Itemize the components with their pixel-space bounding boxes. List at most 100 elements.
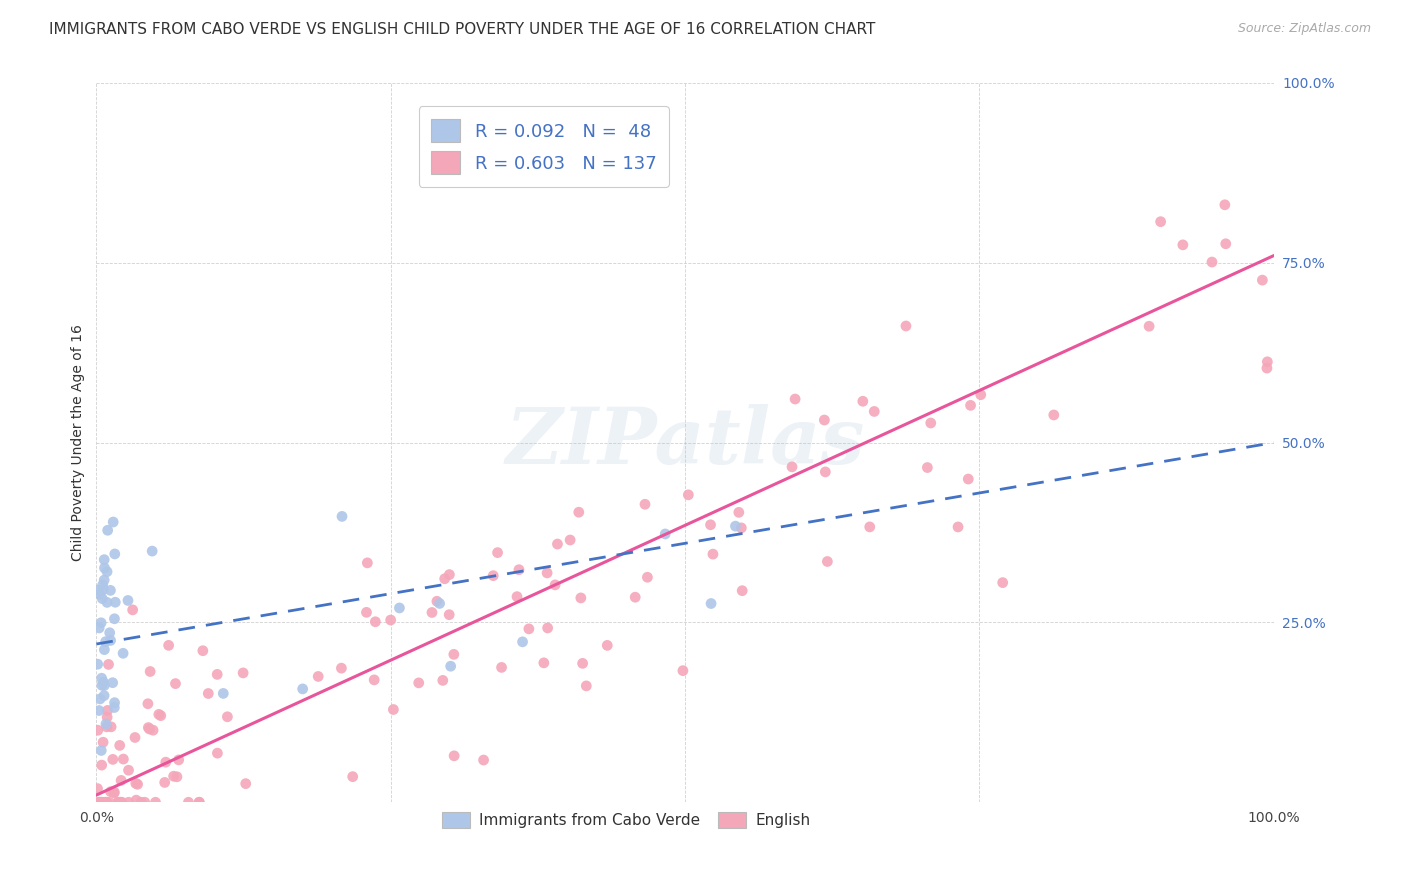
Point xyxy=(1213,198,1236,212)
Point xyxy=(852,394,875,409)
Point xyxy=(512,635,534,649)
Point xyxy=(167,753,190,767)
Point xyxy=(90,795,112,809)
Point xyxy=(96,710,118,724)
Point xyxy=(103,785,125,799)
Point xyxy=(517,622,540,636)
Point xyxy=(124,731,146,745)
Point xyxy=(101,675,124,690)
Point xyxy=(356,556,378,570)
Point xyxy=(342,770,364,784)
Point xyxy=(138,722,160,736)
Point xyxy=(575,679,598,693)
Point xyxy=(433,572,456,586)
Point xyxy=(959,398,981,412)
Point xyxy=(117,593,139,607)
Point xyxy=(863,404,886,418)
Point xyxy=(191,643,214,657)
Point xyxy=(155,755,177,769)
Point xyxy=(108,739,131,753)
Point xyxy=(364,615,387,629)
Point xyxy=(699,517,721,532)
Point xyxy=(330,509,353,524)
Text: ZIPatlas: ZIPatlas xyxy=(505,404,865,481)
Point xyxy=(486,546,509,560)
Point xyxy=(780,459,803,474)
Legend: Immigrants from Cabo Verde, English: Immigrants from Cabo Verde, English xyxy=(436,806,817,834)
Point xyxy=(1256,355,1278,369)
Point xyxy=(93,573,115,587)
Point xyxy=(86,781,108,796)
Point xyxy=(96,795,118,809)
Point xyxy=(103,515,125,529)
Point xyxy=(100,583,122,598)
Point xyxy=(232,665,254,680)
Point xyxy=(103,700,125,714)
Point xyxy=(89,692,111,706)
Point xyxy=(142,723,165,738)
Point xyxy=(188,795,211,809)
Point xyxy=(117,763,139,777)
Text: IMMIGRANTS FROM CABO VERDE VS ENGLISH CHILD POVERTY UNDER THE AGE OF 16 CORRELAT: IMMIGRANTS FROM CABO VERDE VS ENGLISH CH… xyxy=(49,22,876,37)
Point xyxy=(90,758,112,772)
Point xyxy=(678,488,700,502)
Point xyxy=(93,678,115,692)
Point xyxy=(162,769,184,783)
Point xyxy=(482,568,505,582)
Point xyxy=(235,777,257,791)
Point xyxy=(93,552,115,566)
Point xyxy=(894,318,917,333)
Point xyxy=(129,795,152,809)
Point xyxy=(197,686,219,700)
Point xyxy=(125,776,148,790)
Point xyxy=(1137,319,1160,334)
Point xyxy=(624,591,647,605)
Point xyxy=(121,603,143,617)
Point xyxy=(86,582,108,597)
Point xyxy=(1171,238,1194,252)
Point xyxy=(596,639,619,653)
Point xyxy=(217,710,239,724)
Point xyxy=(136,697,159,711)
Point xyxy=(91,735,114,749)
Point xyxy=(491,660,513,674)
Point xyxy=(96,795,118,809)
Point xyxy=(97,657,120,672)
Point xyxy=(94,634,117,648)
Point xyxy=(104,547,127,561)
Point xyxy=(636,570,658,584)
Point xyxy=(1215,236,1237,251)
Point xyxy=(90,743,112,757)
Point xyxy=(86,657,108,672)
Point xyxy=(730,521,752,535)
Point xyxy=(89,795,111,809)
Text: Source: ZipAtlas.com: Source: ZipAtlas.com xyxy=(1237,22,1371,36)
Point xyxy=(97,523,120,537)
Point xyxy=(91,795,114,809)
Point xyxy=(101,752,124,766)
Y-axis label: Child Poverty Under the Age of 16: Child Poverty Under the Age of 16 xyxy=(72,324,86,561)
Point xyxy=(702,547,724,561)
Point xyxy=(443,648,465,662)
Point xyxy=(93,582,115,597)
Point xyxy=(141,544,163,558)
Point xyxy=(506,590,529,604)
Point xyxy=(544,578,567,592)
Point xyxy=(93,675,115,690)
Point xyxy=(103,786,125,800)
Point xyxy=(815,554,838,568)
Point xyxy=(363,673,385,687)
Point xyxy=(991,575,1014,590)
Point xyxy=(108,795,131,809)
Point xyxy=(212,686,235,700)
Point xyxy=(307,669,329,683)
Point xyxy=(138,721,160,735)
Point xyxy=(380,613,402,627)
Point xyxy=(330,661,353,675)
Point xyxy=(859,520,882,534)
Point xyxy=(100,633,122,648)
Point xyxy=(205,667,228,681)
Point xyxy=(94,795,117,809)
Point xyxy=(112,752,135,766)
Point xyxy=(139,665,162,679)
